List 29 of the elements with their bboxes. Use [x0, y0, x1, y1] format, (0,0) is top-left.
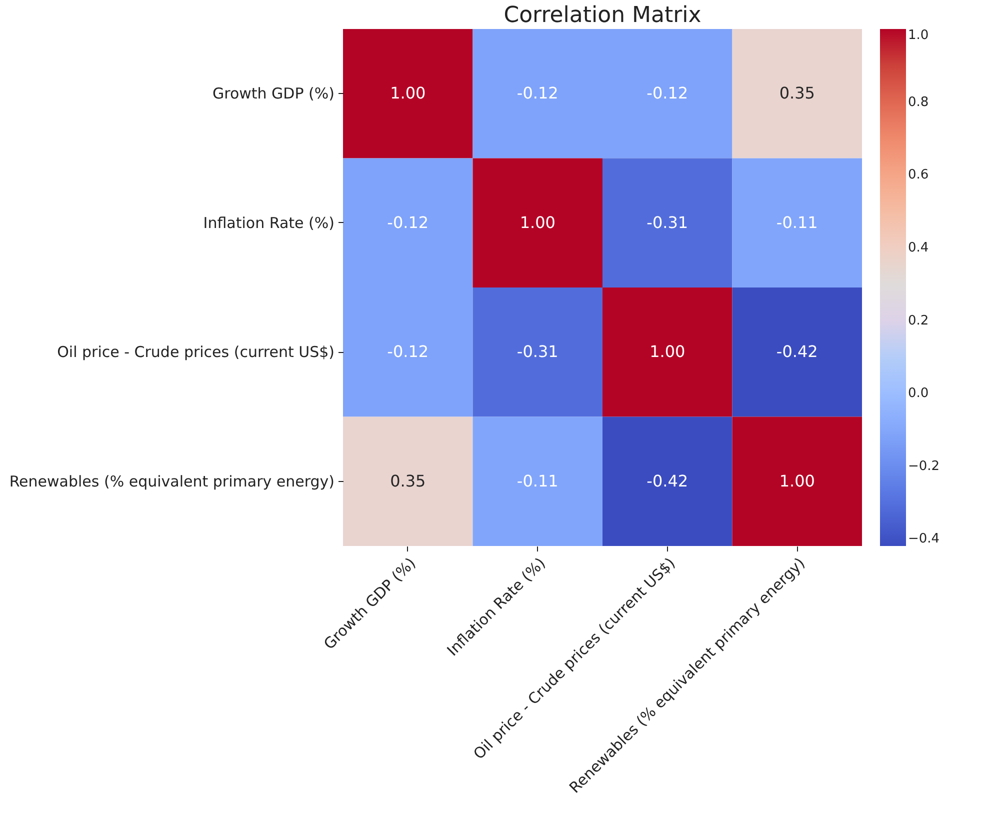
data-label: 0.35 [779, 84, 815, 103]
color-bar-label: 0.2 [908, 313, 929, 328]
chart-title: Correlation Matrix [504, 3, 702, 28]
data-label: -0.11 [776, 212, 818, 232]
data-label: -0.42 [646, 471, 688, 490]
y-tick-label: Oil price - Crude prices (current US$) [57, 343, 334, 362]
data-label: -0.12 [387, 342, 429, 362]
data-label: -0.31 [516, 342, 558, 362]
color-bar-label: 1.0 [908, 28, 929, 43]
data-label: -0.11 [516, 471, 558, 490]
color-bar-label: −0.4 [908, 532, 940, 547]
data-label: -0.12 [646, 84, 688, 103]
data-label: 1.00 [779, 471, 815, 490]
data-label: -0.31 [646, 212, 688, 232]
color-bar-label: 0.6 [908, 168, 929, 183]
color-bar-label: 0.0 [908, 386, 929, 402]
color-bar-label: −0.2 [908, 458, 940, 474]
y-tick-label: Growth GDP (%) [212, 84, 334, 103]
data-label: 1.00 [520, 212, 556, 232]
color-bar-label: 0.4 [908, 240, 929, 256]
data-label: 1.00 [390, 84, 426, 103]
data-label: 1.00 [650, 342, 686, 362]
y-tick-label: Inflation Rate (%) [203, 214, 334, 232]
y-tick-label: Renewables (% equivalent primary energy) [9, 472, 334, 490]
color-bar-label: 0.8 [908, 94, 929, 110]
data-label: -0.42 [776, 342, 818, 362]
data-label: -0.12 [387, 212, 429, 232]
data-label: 0.35 [390, 471, 426, 490]
data-label: -0.12 [516, 84, 558, 103]
